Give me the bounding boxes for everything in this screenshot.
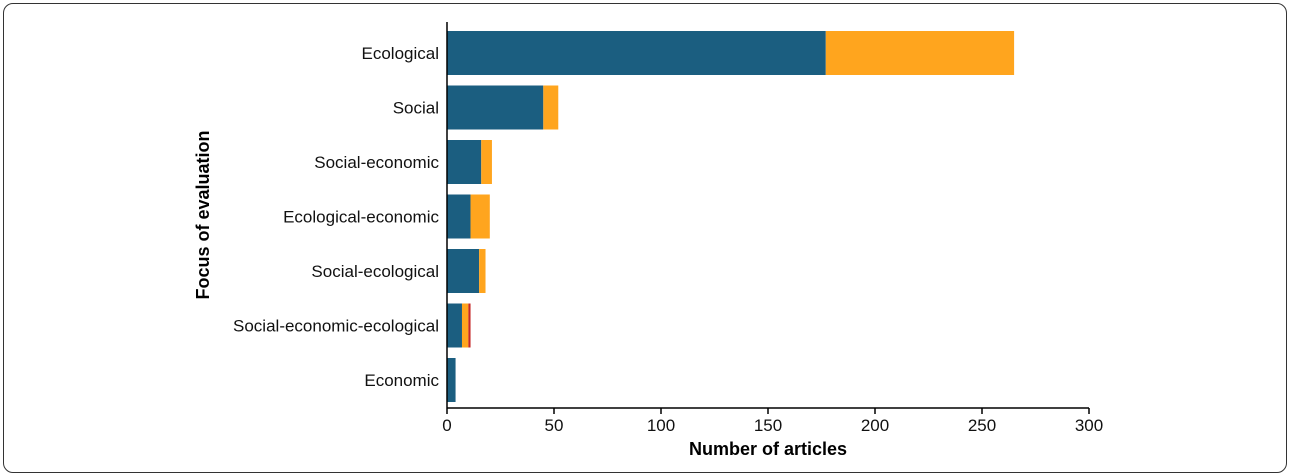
bar-social-economic-series-2: [481, 140, 492, 184]
category-label-social: Social: [393, 99, 439, 118]
x-axis-title: Number of articles: [689, 439, 847, 459]
bar-chart: Ecological Social Social-economic Ecologica…: [193, 22, 1103, 459]
x-tick-label: 0: [442, 416, 451, 435]
category-labels: Ecological Social Social-economic Ecologica…: [233, 44, 439, 390]
category-label-social-economic: Social-economic: [314, 153, 439, 172]
category-label-ecological-economic: Ecological-economic: [283, 208, 439, 227]
bar-economic-series-1: [447, 358, 456, 402]
x-tick-label: 200: [861, 416, 889, 435]
bar-ecological-economic-series-2: [470, 194, 490, 239]
bar-ecological-economic-series-1: [447, 194, 471, 239]
x-ticks: 0 50 100 150 200 250 300: [442, 408, 1103, 435]
x-tick-label: 50: [545, 416, 564, 435]
category-label-social-ecological: Social-ecological: [311, 262, 439, 281]
bar-social-economic-ecological-series-1: [447, 303, 462, 348]
bar-social-ecological-series-1: [447, 249, 480, 293]
bar-ecological-series-1: [447, 31, 826, 75]
category-label-ecological: Ecological: [362, 44, 440, 63]
bar-social-economic-ecological-series-3: [468, 303, 471, 348]
x-tick-label: 250: [968, 416, 996, 435]
category-label-social-economic-ecological: Social-economic-ecological: [233, 317, 439, 336]
bar-ecological-series-2: [825, 31, 1015, 75]
category-label-economic: Economic: [364, 371, 439, 390]
bars-group: [447, 31, 1015, 402]
x-tick-label: 300: [1075, 416, 1103, 435]
x-tick-label: 100: [647, 416, 675, 435]
x-tick-label: 150: [754, 416, 782, 435]
bar-social-series-2: [543, 85, 559, 130]
bar-social-economic-series-1: [447, 140, 482, 184]
bar-social-ecological-series-2: [479, 249, 486, 293]
bar-social-series-1: [447, 85, 544, 130]
y-axis-title: Focus of evaluation: [193, 130, 213, 299]
bar-social-economic-ecological-series-2: [461, 303, 469, 348]
